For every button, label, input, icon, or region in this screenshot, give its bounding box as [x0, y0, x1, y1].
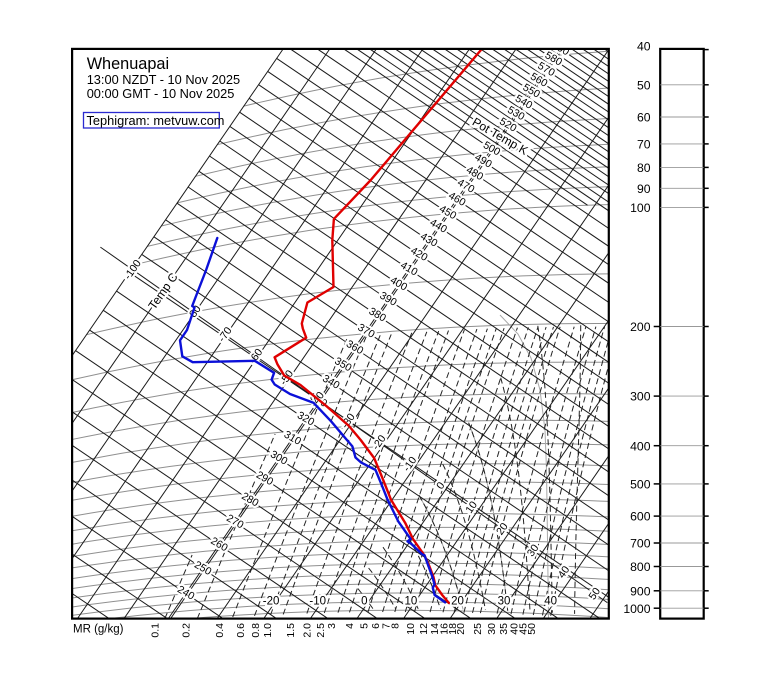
svg-text:4: 4 [344, 623, 356, 629]
svg-text:900: 900 [630, 584, 651, 598]
svg-text:45: 45 [518, 623, 530, 635]
svg-text:0.8: 0.8 [250, 623, 262, 638]
svg-text:0.4: 0.4 [214, 623, 226, 638]
svg-text:500: 500 [630, 478, 651, 492]
svg-text:-20: -20 [263, 595, 280, 607]
svg-text:590: 590 [550, 39, 571, 58]
svg-text:200: 200 [630, 320, 651, 334]
svg-text:10: 10 [405, 595, 418, 607]
svg-text:00:00 GMT - 10 Nov 2025: 00:00 GMT - 10 Nov 2025 [87, 86, 235, 101]
svg-text:100: 100 [630, 201, 651, 215]
svg-text:-10: -10 [309, 595, 326, 607]
svg-text:50: 50 [526, 623, 538, 635]
svg-text:1.0: 1.0 [262, 623, 274, 638]
svg-text:40: 40 [508, 623, 520, 635]
svg-text:1.5: 1.5 [285, 623, 297, 638]
svg-text:30: 30 [486, 623, 498, 635]
svg-text:2.0: 2.0 [302, 623, 314, 638]
svg-text:1000: 1000 [623, 602, 650, 616]
svg-text:16: 16 [439, 623, 451, 635]
svg-text:30: 30 [498, 595, 511, 607]
svg-text:700: 700 [630, 537, 651, 551]
svg-text:20: 20 [451, 595, 464, 607]
svg-text:40: 40 [544, 595, 557, 607]
svg-text:35: 35 [498, 623, 510, 635]
svg-text:0.1: 0.1 [149, 623, 161, 638]
svg-text:13:00 NZDT - 10 Nov 2025: 13:00 NZDT - 10 Nov 2025 [87, 72, 240, 87]
svg-text:300: 300 [630, 390, 651, 404]
svg-text:40: 40 [637, 39, 651, 53]
svg-text:60: 60 [637, 111, 651, 125]
svg-text:3: 3 [326, 623, 338, 629]
svg-text:0: 0 [361, 595, 367, 607]
svg-text:7: 7 [381, 623, 393, 629]
svg-text:18: 18 [447, 623, 459, 635]
svg-text:0.2: 0.2 [181, 623, 193, 638]
svg-text:Whenuapai: Whenuapai [87, 55, 169, 73]
svg-text:70: 70 [637, 138, 651, 152]
svg-text:90: 90 [637, 182, 651, 196]
svg-text:50: 50 [637, 78, 651, 92]
svg-text:800: 800 [630, 560, 651, 574]
svg-text:400: 400 [630, 439, 651, 453]
svg-text:MR (g/kg): MR (g/kg) [73, 624, 124, 636]
svg-text:20: 20 [455, 623, 467, 635]
svg-text:12: 12 [418, 623, 430, 635]
svg-text:5: 5 [358, 623, 370, 629]
svg-text:8: 8 [390, 623, 402, 629]
svg-text:6: 6 [370, 623, 382, 629]
svg-text:14: 14 [429, 623, 441, 635]
svg-text:80: 80 [637, 161, 651, 175]
svg-text:25: 25 [472, 623, 484, 635]
svg-text:600: 600 [630, 510, 651, 524]
svg-text:0.6: 0.6 [235, 623, 247, 638]
svg-text:Tephigram: metvuw.com: Tephigram: metvuw.com [87, 113, 225, 128]
svg-text:10: 10 [405, 623, 417, 635]
svg-text:2.5: 2.5 [315, 623, 327, 638]
